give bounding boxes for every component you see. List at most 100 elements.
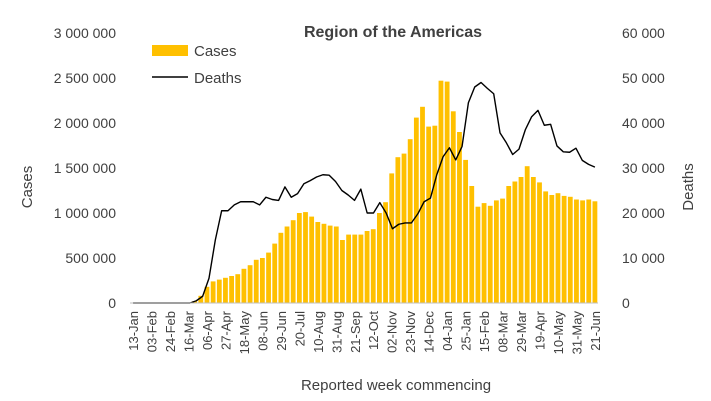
- legend: Cases Deaths: [152, 43, 242, 87]
- cases-bar: [524, 166, 530, 303]
- x-tick-label: 21-Jun: [588, 311, 603, 351]
- x-tick-label: 08-Mar: [496, 310, 511, 352]
- cases-bar: [296, 213, 302, 303]
- y-left-tick-label: 0: [108, 295, 116, 311]
- x-tick-label: 23-Nov: [403, 311, 418, 353]
- legend-cases-swatch: [152, 45, 188, 56]
- cases-bar: [463, 159, 468, 303]
- cases-bar: [493, 200, 499, 303]
- cases-bar: [216, 279, 222, 303]
- cases-bar: [321, 223, 327, 303]
- cases-bar: [438, 80, 444, 303]
- x-tick-label: 02-Nov: [385, 311, 400, 353]
- x-tick-label: 14-Dec: [422, 311, 437, 353]
- cases-bar: [290, 220, 296, 303]
- y-right-tick-label: 60 000: [622, 25, 665, 41]
- cases-bar: [315, 222, 321, 303]
- x-tick-label: 20-Jul: [292, 311, 307, 347]
- cases-bars: [192, 80, 598, 303]
- cases-bar: [567, 196, 573, 303]
- y-left-tick-label: 3 000 000: [54, 25, 116, 41]
- y-axis-left-ticks: 0 500 000 1 000 000 1 500 000 2 000 000 2 500…: [54, 25, 117, 311]
- x-tick-label: 31-May: [569, 311, 584, 355]
- cases-bar: [500, 198, 505, 303]
- cases-bar: [561, 195, 567, 303]
- x-tick-label: 10-May: [551, 311, 566, 355]
- x-tick-label: 24-Feb: [163, 311, 178, 352]
- x-tick-label: 21-Sep: [348, 311, 363, 353]
- cases-bar: [506, 186, 512, 303]
- cases-bar: [204, 286, 210, 303]
- y-right-tick-label: 20 000: [622, 205, 665, 221]
- y-right-tick-label: 10 000: [622, 250, 665, 266]
- x-tick-label: 04-Jan: [440, 311, 455, 351]
- cases-bar: [407, 139, 413, 303]
- cases-bar: [327, 225, 333, 303]
- cases-bar: [444, 81, 450, 303]
- x-tick-label: 19-Apr: [533, 310, 548, 350]
- cases-bar: [574, 199, 579, 303]
- cases-bar: [370, 229, 376, 303]
- cases-bar: [266, 252, 271, 303]
- cases-bar: [376, 213, 382, 303]
- deaths-line: [133, 81, 596, 304]
- cases-bar: [241, 268, 247, 303]
- cases-bar: [512, 181, 518, 303]
- cases-bar: [543, 191, 549, 303]
- cases-bar: [340, 240, 345, 303]
- cases-bar: [223, 277, 228, 303]
- cases-bar: [413, 117, 419, 303]
- x-tick-label: 13-Jan: [126, 311, 141, 351]
- cases-bar: [364, 231, 370, 303]
- x-tick-label: 29-Mar: [514, 310, 529, 352]
- x-tick-label: 10-Aug: [311, 311, 326, 353]
- cases-bar: [192, 301, 198, 303]
- cases-bar: [303, 212, 308, 303]
- x-tick-label: 06-Apr: [200, 310, 215, 350]
- x-tick-label: 27-Apr: [218, 310, 233, 350]
- cases-bar: [253, 259, 259, 303]
- y-left-tick-label: 1 500 000: [54, 160, 116, 176]
- x-tick-label: 31-Aug: [329, 311, 344, 353]
- x-tick-label: 18-May: [237, 311, 252, 355]
- cases-bar: [432, 125, 438, 303]
- y-right-tick-label: 50 000: [622, 70, 665, 86]
- cases-bar: [401, 153, 407, 303]
- x-tick-label: 29-Jun: [274, 311, 289, 351]
- cases-bar: [198, 295, 204, 303]
- cases-bar: [537, 182, 542, 303]
- cases-bar: [481, 203, 487, 303]
- cases-bar: [530, 177, 536, 303]
- chart-title: Region of the Americas: [304, 24, 482, 41]
- x-tick-label: 08-Jun: [255, 311, 270, 351]
- x-axis-title: Reported week commencing: [301, 377, 491, 394]
- cases-bar: [210, 281, 216, 303]
- cases-bar: [487, 205, 493, 303]
- cases-bar: [457, 132, 462, 303]
- cases-bar: [346, 234, 351, 303]
- y-axis-right-title: Deaths: [680, 163, 697, 211]
- y-left-tick-label: 500 000: [65, 250, 116, 266]
- cases-bar: [395, 157, 401, 303]
- cases-bar: [333, 226, 339, 303]
- cases-bar: [229, 276, 234, 303]
- x-tick-label: 16-Mar: [182, 310, 197, 352]
- y-axis-right-ticks: 0 10 000 20 000 30 000 40 000 50 000 60 000: [622, 25, 665, 311]
- legend-deaths-label: Deaths: [194, 70, 242, 87]
- x-tick-label: 15-Feb: [477, 311, 492, 352]
- y-left-tick-label: 2 000 000: [54, 115, 116, 131]
- cases-bar: [352, 234, 358, 303]
- cases-bar: [309, 216, 315, 303]
- cases-bar: [555, 193, 561, 303]
- cases-bar: [426, 126, 432, 303]
- cases-bar: [549, 195, 555, 303]
- y-right-tick-label: 40 000: [622, 115, 665, 131]
- y-axis-left-title: Cases: [19, 166, 36, 209]
- y-right-tick-label: 30 000: [622, 160, 665, 176]
- y-left-tick-label: 1 000 000: [54, 205, 116, 221]
- legend-cases-label: Cases: [194, 43, 237, 60]
- cases-bar: [247, 265, 253, 303]
- cases-bar: [358, 234, 364, 303]
- x-tick-label: 03-Feb: [145, 311, 160, 352]
